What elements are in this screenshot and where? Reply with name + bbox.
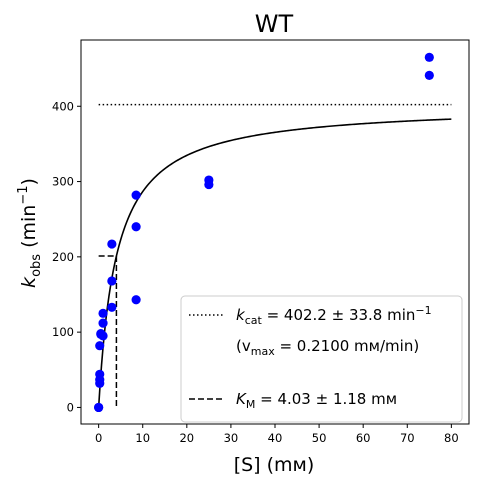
fit-curve — [97, 118, 452, 408]
plot-area — [94, 52, 452, 413]
data-point — [95, 341, 105, 351]
y-tick-label: 300 — [52, 175, 74, 189]
legend-vmax-label: (vmax = 0.2100 mм/min) — [236, 337, 419, 358]
x-tick-label: 40 — [268, 431, 283, 445]
data-point — [98, 318, 108, 328]
x-tick-label: 10 — [135, 431, 150, 445]
legend: kcat = 402.2 ± 33.8 min−1 (vmax = 0.2100… — [180, 295, 463, 423]
data-point — [98, 331, 108, 341]
x-tick-label: 70 — [400, 431, 415, 445]
y-tick-label: 200 — [52, 250, 74, 264]
y-tick-label: 400 — [52, 99, 74, 113]
data-point — [424, 70, 434, 80]
x-tick-label: 20 — [179, 431, 194, 445]
x-tick-label: 0 — [95, 431, 102, 445]
legend-frame — [180, 295, 463, 423]
x-tick-label: 50 — [312, 431, 327, 445]
legend-kcat-label: kcat = 402.2 ± 33.8 min−1 — [236, 304, 432, 327]
data-point — [107, 276, 117, 286]
data-point — [131, 222, 141, 232]
x-tick-label: 30 — [224, 431, 239, 445]
data-point — [204, 175, 214, 185]
axes: 0 10 20 30 40 50 60 70 80 0 100 200 300 400 — [52, 39, 470, 445]
data-point — [94, 402, 104, 413]
y-tick-label: 0 — [67, 400, 74, 414]
data-point — [107, 302, 117, 312]
x-axis-label: [S] (mм) — [234, 454, 315, 476]
data-point — [107, 239, 117, 249]
y-axis-label: kobs (min−1) — [16, 178, 44, 288]
x-tick-label: 60 — [356, 431, 371, 445]
data-point — [424, 52, 434, 62]
y-tick-label: 100 — [52, 325, 74, 339]
data-point — [131, 190, 141, 200]
legend-km-label: KM = 4.03 ± 1.18 mм — [236, 390, 397, 411]
data-point — [131, 295, 141, 305]
data-point — [95, 369, 105, 379]
chart-title: WT — [255, 10, 294, 38]
data-point — [98, 308, 108, 318]
x-tick-label: 80 — [444, 431, 459, 445]
